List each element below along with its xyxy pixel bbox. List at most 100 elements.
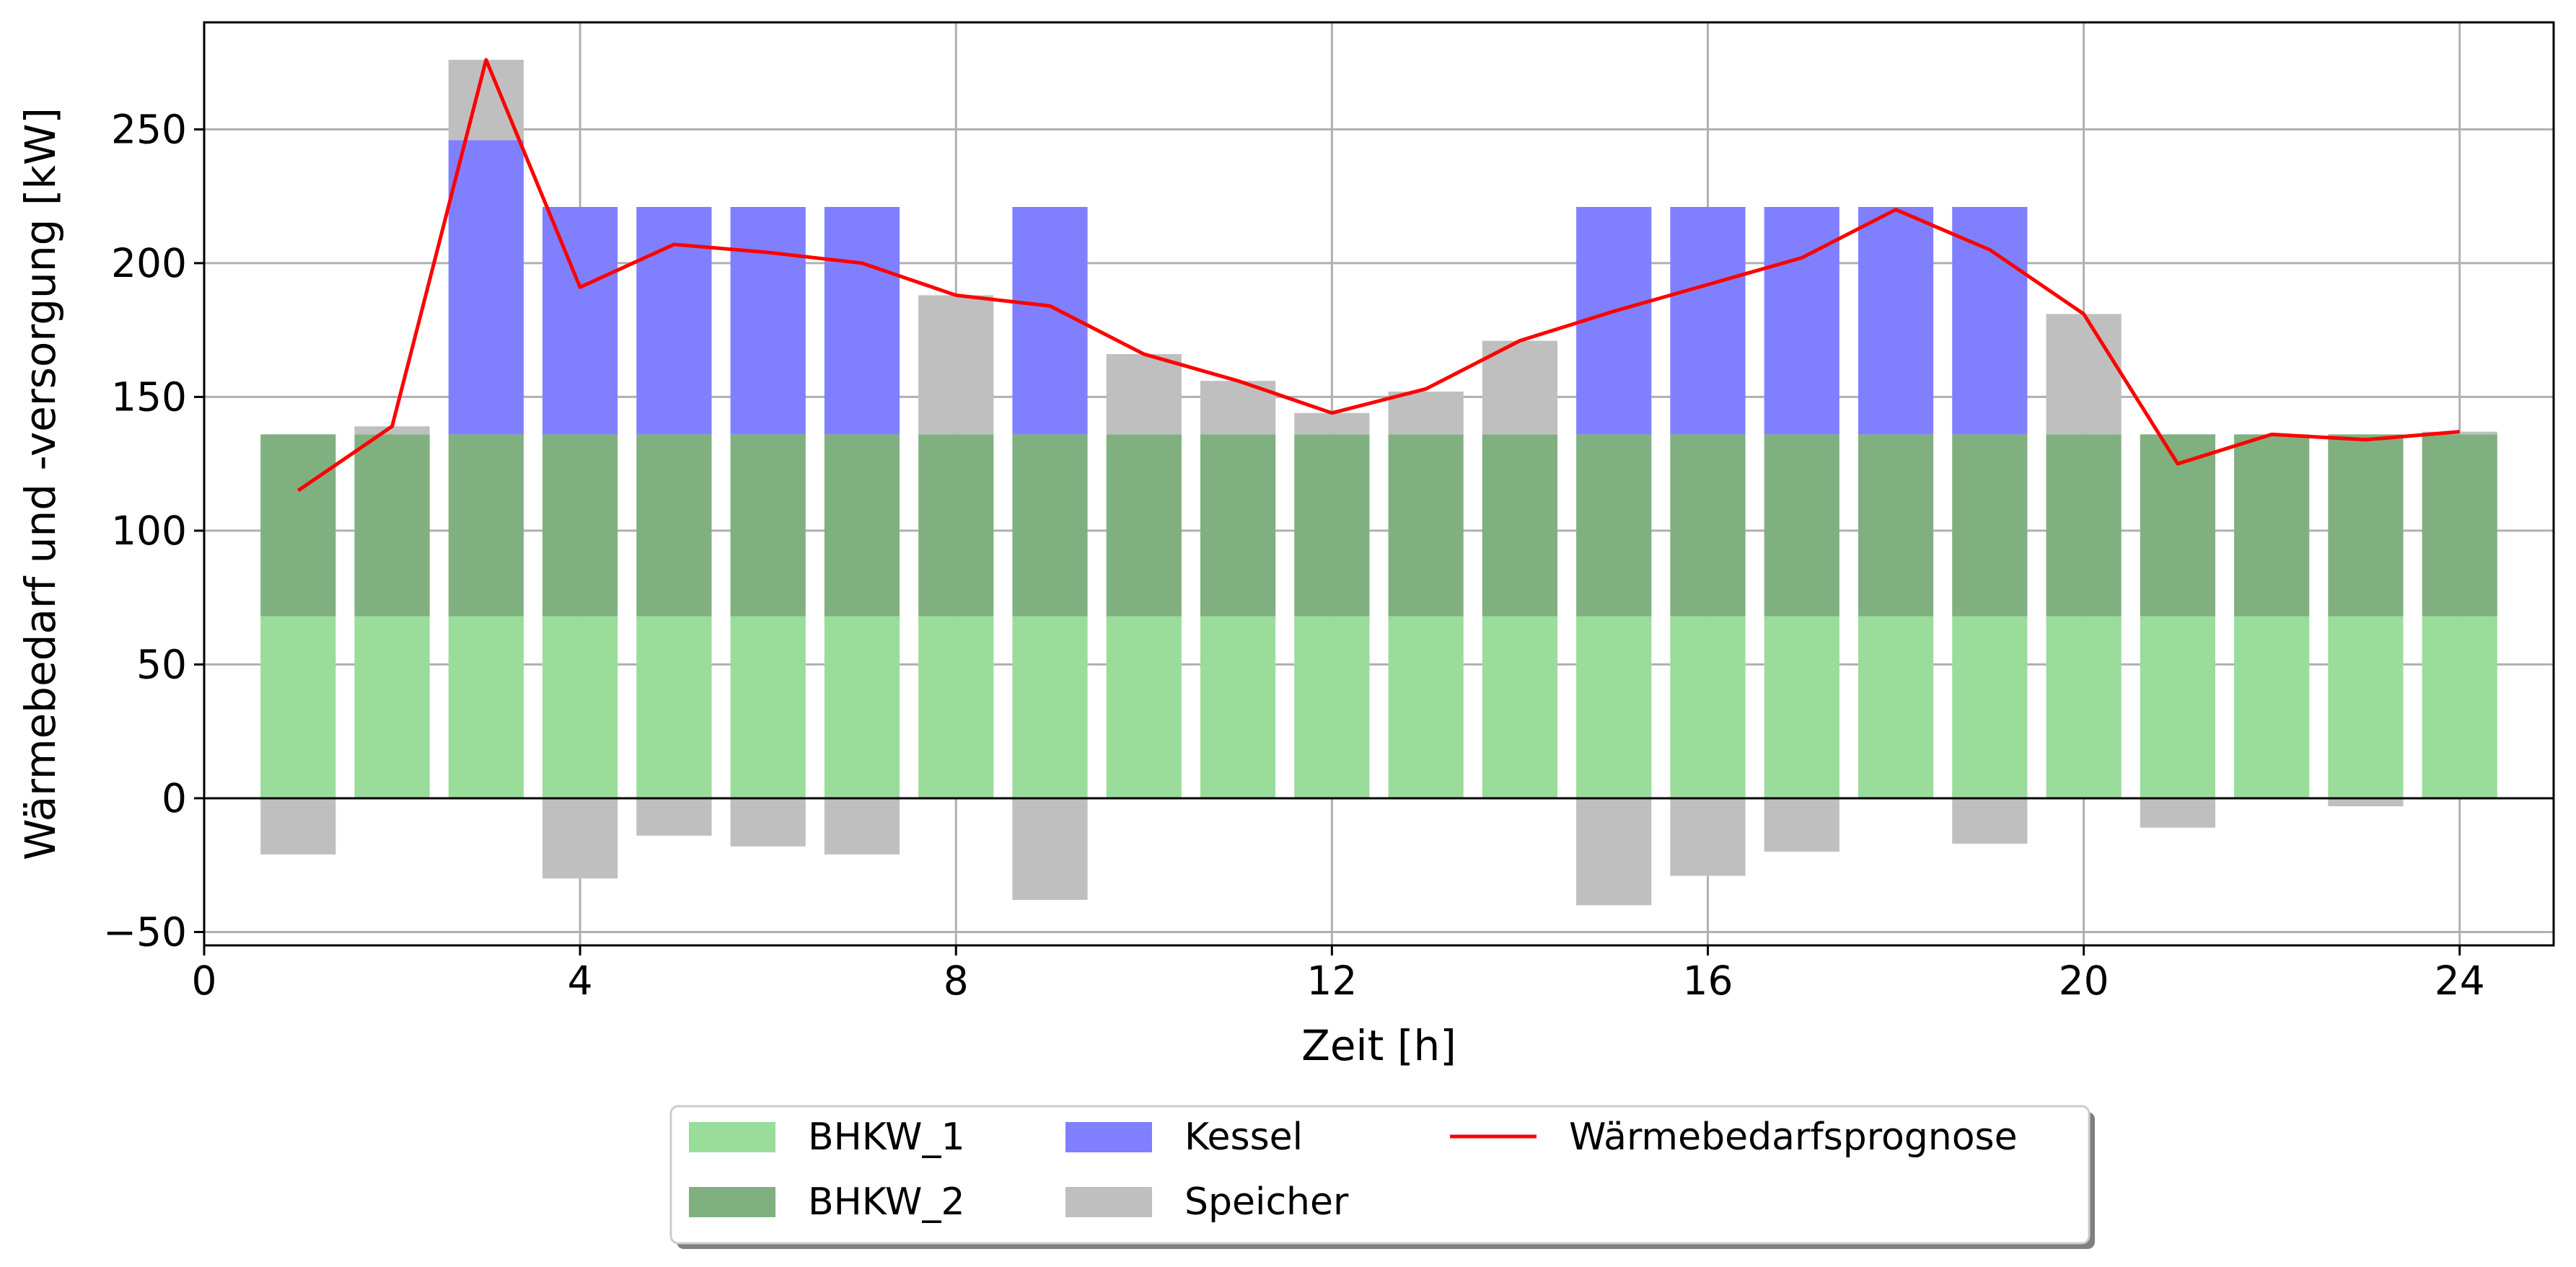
bar-bhkw-2	[918, 434, 994, 617]
bar-bhkw-1	[354, 616, 430, 798]
x-tick-label: 16	[1682, 958, 1733, 1004]
bar-bhkw-1	[2422, 616, 2497, 798]
bar-bhkw-2	[1012, 434, 1088, 617]
bar-kessel	[448, 140, 524, 435]
bar-kessel	[1764, 207, 1839, 435]
bar-bhkw-2	[1576, 434, 1652, 617]
bar-kessel	[1952, 207, 2028, 435]
legend-label-bhkw-1: BHKW_1	[808, 1116, 965, 1159]
bar-bhkw-1	[1858, 616, 1934, 798]
bar-bhkw-2	[260, 434, 336, 617]
bar-kessel	[1670, 207, 1746, 435]
x-tick-label: 4	[568, 958, 593, 1004]
bar-bhkw-2	[2234, 434, 2310, 617]
bar-bhkw-2	[2328, 434, 2404, 617]
bar-bhkw-1	[730, 616, 806, 798]
bar-speicher	[730, 798, 806, 847]
bar-bhkw-1	[1952, 616, 2028, 798]
legend-swatch-kessel	[1065, 1122, 1152, 1152]
bar-kessel	[1858, 207, 1934, 435]
bar-bhkw-1	[2046, 616, 2122, 798]
y-tick-label: 0	[162, 775, 187, 821]
bar-bhkw-1	[1670, 616, 1746, 798]
bar-bhkw-1	[636, 616, 712, 798]
bar-speicher	[2046, 314, 2122, 435]
bar-bhkw-2	[1764, 434, 1839, 617]
x-tick-label: 8	[944, 958, 969, 1004]
bar-speicher	[918, 295, 994, 435]
bar-speicher	[448, 59, 524, 141]
bar-bhkw-1	[260, 616, 336, 798]
bar-speicher	[1482, 340, 1558, 435]
y-tick-label: 200	[111, 240, 187, 286]
bars	[260, 59, 2497, 906]
y-tick-label: 250	[111, 106, 187, 152]
bar-speicher	[1952, 798, 2028, 844]
bar-bhkw-1	[918, 616, 994, 798]
bar-speicher	[354, 426, 430, 435]
bar-speicher	[1294, 412, 1370, 435]
x-axis-label: Zeit [h]	[1301, 1021, 1456, 1070]
bar-bhkw-2	[730, 434, 806, 617]
bar-bhkw-2	[1294, 434, 1370, 617]
legend-swatch-bhkw-1	[689, 1122, 775, 1152]
y-tick-label: 150	[111, 374, 187, 420]
bar-kessel	[730, 207, 806, 435]
bar-bhkw-2	[824, 434, 900, 617]
bar-speicher	[1012, 798, 1088, 900]
bar-bhkw-1	[1106, 616, 1182, 798]
bar-bhkw-2	[448, 434, 524, 617]
bar-bhkw-2	[2046, 434, 2122, 617]
bar-bhkw-1	[542, 616, 618, 798]
legend-label-kessel: Kessel	[1184, 1116, 1303, 1159]
bar-bhkw-1	[2234, 616, 2310, 798]
bar-kessel	[636, 207, 712, 435]
bar-bhkw-2	[1952, 434, 2028, 617]
x-tick-label: 0	[192, 958, 217, 1004]
x-tick-label: 20	[2059, 958, 2109, 1004]
bar-bhkw-2	[1482, 434, 1558, 617]
legend-box	[669, 1105, 2091, 1245]
bar-speicher	[1670, 798, 1746, 876]
bar-speicher	[636, 798, 712, 836]
y-tick-label: 100	[111, 508, 187, 554]
bar-bhkw-1	[824, 616, 900, 798]
bar-kessel	[542, 207, 618, 435]
x-tick-label: 12	[1306, 958, 1357, 1004]
bar-bhkw-1	[1576, 616, 1652, 798]
bar-kessel	[824, 207, 900, 435]
bar-bhkw-1	[448, 616, 524, 798]
y-tick-label: −50	[103, 909, 187, 955]
bar-bhkw-2	[2422, 434, 2497, 617]
bar-bhkw-2	[542, 434, 618, 617]
bar-speicher	[260, 798, 336, 855]
bar-bhkw-1	[1388, 616, 1464, 798]
legend-label-w-rmebedarfsprognose: Wärmebedarfsprognose	[1569, 1116, 2018, 1159]
bar-speicher	[2140, 798, 2215, 828]
x-tick-label: 24	[2435, 958, 2485, 1004]
legend-swatch-speicher	[1065, 1187, 1152, 1217]
plot-frame	[203, 21, 2555, 947]
legend: BHKW_1 BHKW_2 Kessel Speicher Wärmebedarfspr…	[669, 1105, 2095, 1249]
legend-label-bhkw-2: BHKW_2	[808, 1180, 965, 1224]
bar-bhkw-2	[1670, 434, 1746, 617]
bar-speicher	[1388, 392, 1464, 435]
bar-bhkw-2	[1106, 434, 1182, 617]
bar-speicher	[1106, 354, 1182, 435]
bar-speicher	[824, 798, 900, 855]
bar-bhkw-1	[2140, 616, 2215, 798]
bar-bhkw-2	[636, 434, 712, 617]
bar-bhkw-1	[2328, 616, 2404, 798]
forecast-line-layer	[296, 58, 2460, 493]
bar-speicher	[1576, 798, 1652, 906]
bar-bhkw-2	[1388, 434, 1464, 617]
bar-bhkw-1	[1482, 616, 1558, 798]
bar-bhkw-1	[1200, 616, 1276, 798]
y-axis-label: Wärmebedarf und -versorgung [kW]	[16, 107, 65, 860]
bar-bhkw-2	[1858, 434, 1934, 617]
legend-swatch-bhkw-2	[689, 1187, 775, 1217]
bar-speicher	[1764, 798, 1839, 852]
bar-bhkw-2	[354, 434, 430, 617]
